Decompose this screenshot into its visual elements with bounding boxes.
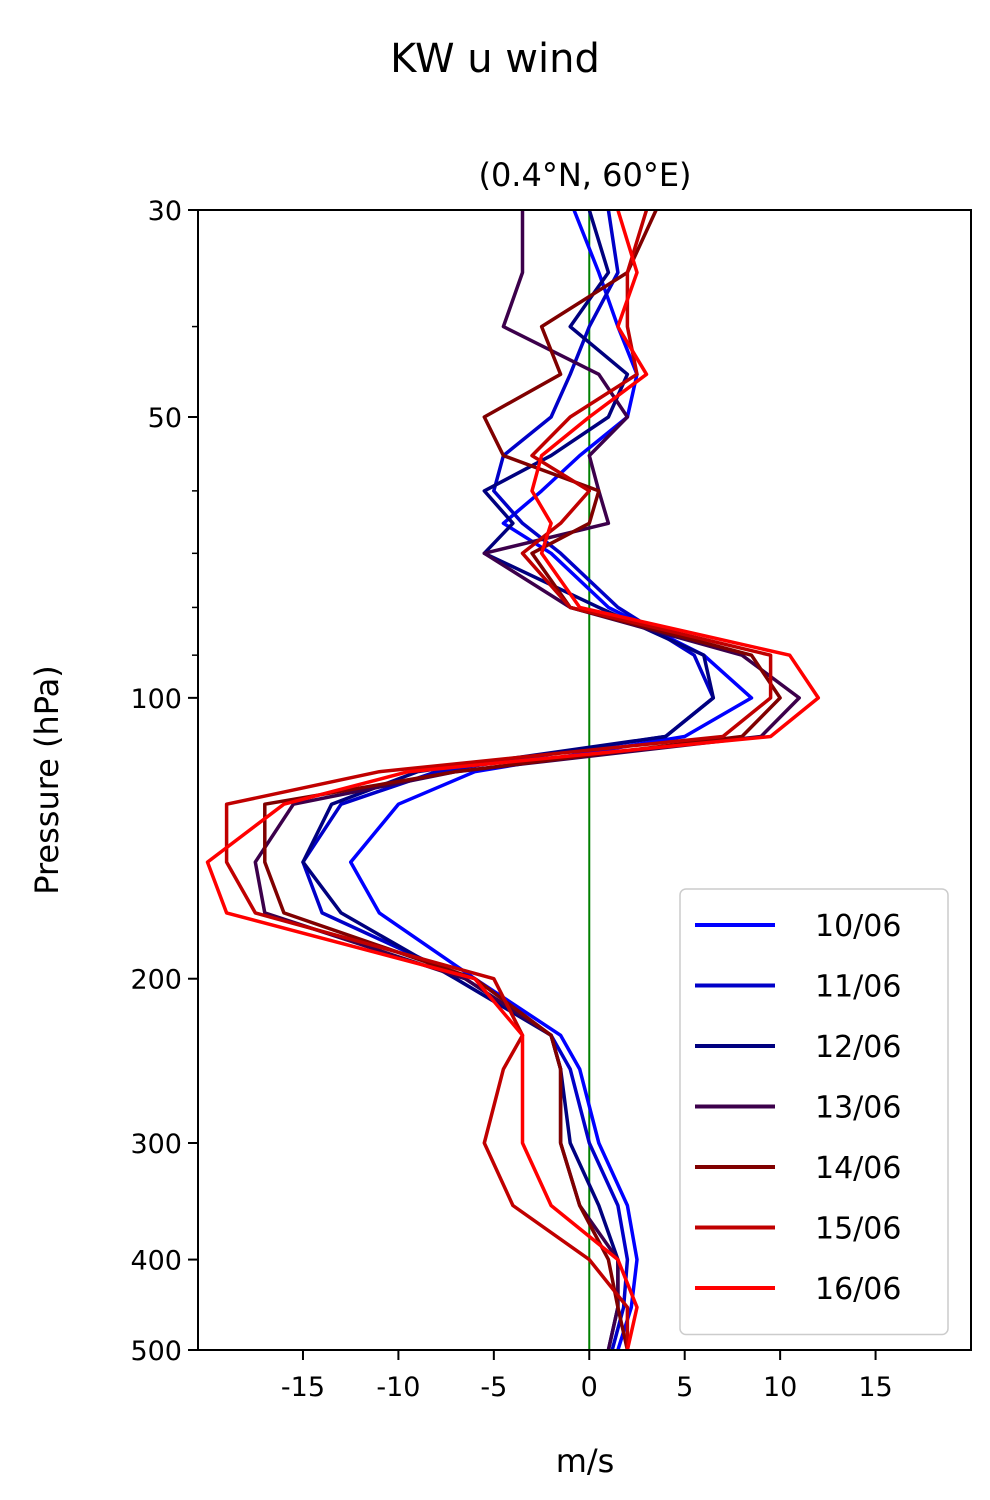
x-tick-label: -15 [281, 1372, 325, 1403]
x-tick-label: -10 [376, 1372, 420, 1403]
legend-label: 16/06 [815, 1272, 901, 1307]
x-tick-label: 5 [676, 1372, 693, 1403]
series-line-15-06 [224, 210, 773, 1350]
legend: 10/06 11/06 12/06 13/06 14/06 15/06 16/06 [679, 888, 949, 1336]
legend-box [679, 888, 949, 1336]
x-tick-label: 10 [763, 1372, 797, 1403]
series-line-12-06 [301, 210, 716, 1350]
y-tick-label: 100 [130, 684, 182, 715]
series-line-11-06 [301, 210, 716, 1350]
legend-label: 13/06 [815, 1091, 901, 1126]
y-axis: 30 50 100 200 300 400 500 [130, 196, 198, 1367]
x-axis-label: m/s [556, 1442, 615, 1480]
x-axis: -15 -10 -5 0 5 10 15 [281, 1350, 893, 1403]
y-tick-label: 30 [148, 196, 182, 227]
chart-subtitle: (0.4°N, 60°E) [478, 156, 691, 194]
y-tick-label: 50 [148, 403, 182, 434]
legend-label: 10/06 [815, 909, 901, 944]
legend-label: 12/06 [815, 1030, 901, 1065]
x-tick-label: 15 [858, 1372, 892, 1403]
y-tick-label: 200 [130, 965, 182, 996]
chart-title: KW u wind [390, 36, 600, 82]
series-layer [205, 210, 821, 1350]
legend-label: 14/06 [815, 1151, 901, 1186]
legend-label: 15/06 [815, 1212, 901, 1247]
legend-label: 11/06 [815, 970, 901, 1005]
y-axis-label: Pressure (hPa) [28, 665, 66, 895]
series-line-16-06 [205, 210, 821, 1350]
y-tick-label: 500 [130, 1336, 182, 1367]
y-tick-label: 300 [130, 1129, 182, 1160]
series-line-14-06 [263, 210, 782, 1350]
y-tick-label: 400 [130, 1246, 182, 1277]
plot-area-frame [197, 209, 972, 1351]
x-tick-label: 0 [581, 1372, 598, 1403]
x-tick-label: -5 [480, 1372, 507, 1403]
